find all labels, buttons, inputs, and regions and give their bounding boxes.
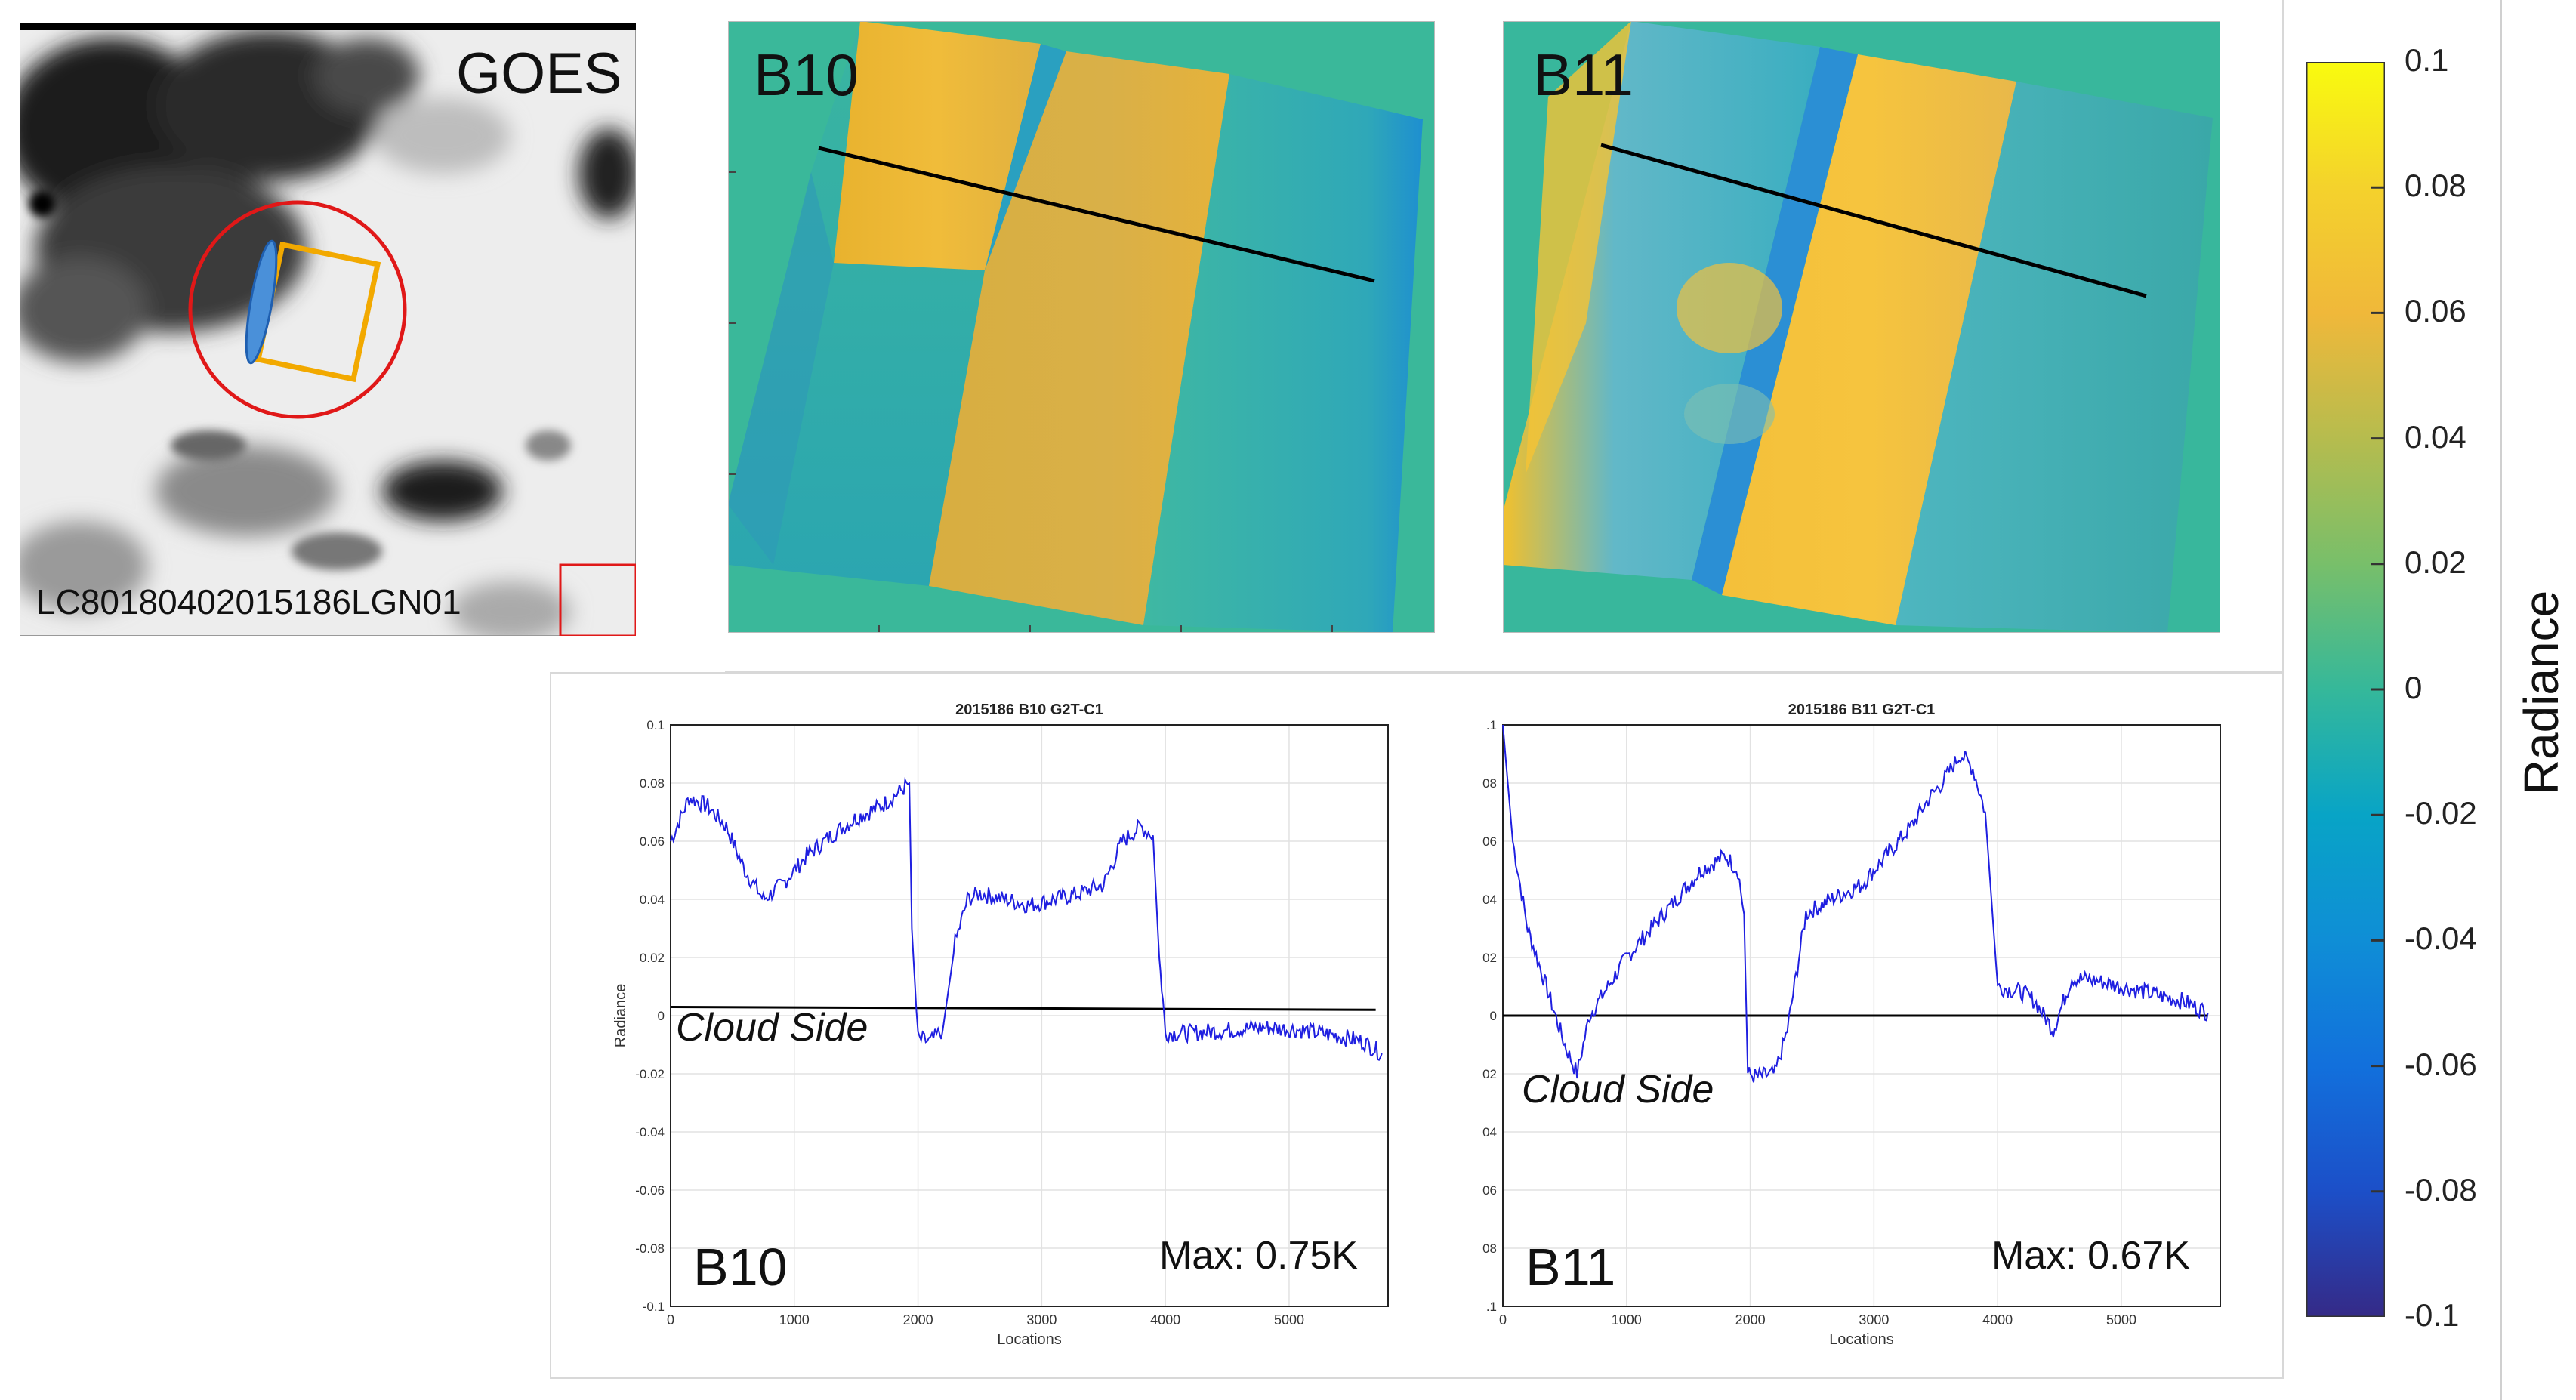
reference-line	[670, 1005, 1376, 1011]
goes-red-box	[559, 563, 636, 636]
colorbar-tick-label: 0.02	[2405, 544, 2466, 580]
x-tick-label: 3000	[1026, 1312, 1057, 1328]
colorbar-tick-label: 0	[2405, 670, 2423, 705]
x-tick-label: 4000	[1150, 1312, 1180, 1328]
x-tick-label: 3000	[1859, 1312, 1889, 1328]
chart-title: 2015186 B10 G2T-C1	[955, 702, 1103, 718]
x-tick-label: 5000	[1274, 1312, 1304, 1328]
colorbar-tick-label: -0.04	[2405, 920, 2477, 957]
colorbar-tick-label: 0.1	[2405, 42, 2449, 78]
goes-red-circle	[188, 200, 407, 419]
y-tick-label: -0.1	[643, 1300, 665, 1314]
profile-charts-frame	[550, 672, 2284, 1379]
y-tick-label: 0	[658, 1009, 665, 1023]
goes-blue-ellipse	[245, 239, 278, 365]
colorbar-tick-label: 0.04	[2405, 418, 2466, 455]
y-tick-label: -0.04	[635, 1125, 665, 1139]
goes-image	[20, 23, 636, 636]
colorbar-tick-label: -0.02	[2405, 795, 2477, 831]
y-tick-label: 0.04	[640, 893, 665, 907]
y-tick-label: .1	[1486, 718, 1497, 732]
max-text: Max: 0.67K	[1991, 1234, 2190, 1278]
series-line	[670, 777, 1383, 1062]
y-tick-label: 02	[1482, 951, 1497, 965]
y-tick-label: 0.06	[640, 834, 665, 849]
x-tick-label: 0	[1499, 1312, 1507, 1328]
b10-profile-chart: 2015186 B10 G2T-C10.10.080.060.040.020-0…	[612, 702, 1389, 1348]
y-tick-label: 04	[1482, 1125, 1497, 1139]
y-tick-label: 04	[1482, 893, 1497, 907]
b11-transect-line	[1600, 143, 2147, 298]
y-tick-label: 08	[1482, 1241, 1497, 1256]
x-tick-label: 2000	[903, 1312, 933, 1328]
x-tick-label: 1000	[1612, 1312, 1642, 1328]
y-tick-label: 08	[1482, 776, 1497, 791]
cloud-side-annotation: Cloud Side	[676, 1006, 868, 1050]
colorbar-tick-label: 0.06	[2405, 293, 2466, 329]
x-tick-label: 2000	[1735, 1312, 1766, 1328]
b10-map-label: B10	[754, 42, 859, 108]
colorbar-tick-label: -0.08	[2405, 1171, 2477, 1207]
map-row-frame	[725, 0, 2284, 672]
series-line	[1502, 724, 2209, 1083]
chart-title: 2015186 B11 G2T-C1	[1788, 702, 1936, 718]
x-axis-label: Locations	[997, 1331, 1062, 1348]
y-tick-label: 0	[1490, 1009, 1497, 1023]
x-axis-label: Locations	[1829, 1331, 1894, 1348]
x-tick-label: 4000	[1982, 1312, 2013, 1328]
b11-map	[1503, 21, 2220, 633]
y-tick-label: 06	[1482, 834, 1497, 849]
colorbar-tick-label: -0.1	[2405, 1297, 2460, 1333]
x-tick-label: 0	[667, 1312, 674, 1328]
x-tick-label: 5000	[2106, 1312, 2136, 1328]
b10-transect-line	[818, 146, 1375, 283]
b10-map	[728, 21, 1435, 633]
y-tick-label: .1	[1486, 1300, 1497, 1314]
y-tick-label: 0.1	[646, 718, 665, 732]
max-text: Max: 0.75K	[1159, 1234, 1358, 1278]
b11-map-label: B11	[1533, 42, 1634, 108]
goes-label: GOES	[456, 42, 622, 106]
y-tick-label: -0.08	[635, 1241, 665, 1256]
y-axis-label: Radiance	[612, 984, 629, 1048]
colorbar-label: Radiance	[2514, 590, 2568, 795]
cloud-side-annotation: Cloud Side	[1522, 1068, 1714, 1112]
right-divider	[2500, 0, 2502, 1400]
colorbar-tick-label: 0.08	[2405, 168, 2466, 204]
y-tick-label: 0.02	[640, 951, 665, 965]
x-tick-label: 1000	[779, 1312, 810, 1328]
band-label: B10	[693, 1238, 788, 1297]
band-label: B11	[1526, 1238, 1615, 1297]
y-tick-label: 0.08	[640, 776, 665, 791]
colorbar	[2306, 62, 2385, 1317]
scene-id: LC80180402015186LGN01	[36, 582, 461, 621]
y-tick-label: 06	[1482, 1183, 1497, 1198]
b11-profile-chart: 2015186 B11 G2T-C1.108060402002040608.10…	[1482, 702, 2221, 1348]
y-tick-label: -0.02	[635, 1067, 665, 1081]
y-tick-label: -0.06	[635, 1183, 665, 1198]
y-tick-label: 02	[1482, 1067, 1497, 1081]
colorbar-tick-label: -0.06	[2405, 1046, 2477, 1082]
